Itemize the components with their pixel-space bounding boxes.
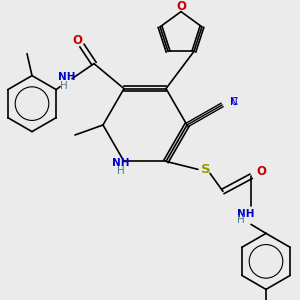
Text: H: H [117,167,125,176]
Text: NH: NH [58,72,76,82]
Text: H: H [237,215,245,225]
Text: O: O [72,34,82,47]
Text: C: C [230,97,238,107]
Text: S: S [201,163,211,176]
Text: NH: NH [237,209,255,219]
Text: O: O [256,165,266,178]
Text: N: N [230,97,238,107]
Text: O: O [176,0,186,13]
Text: NH: NH [112,158,130,168]
Text: H: H [60,81,68,91]
